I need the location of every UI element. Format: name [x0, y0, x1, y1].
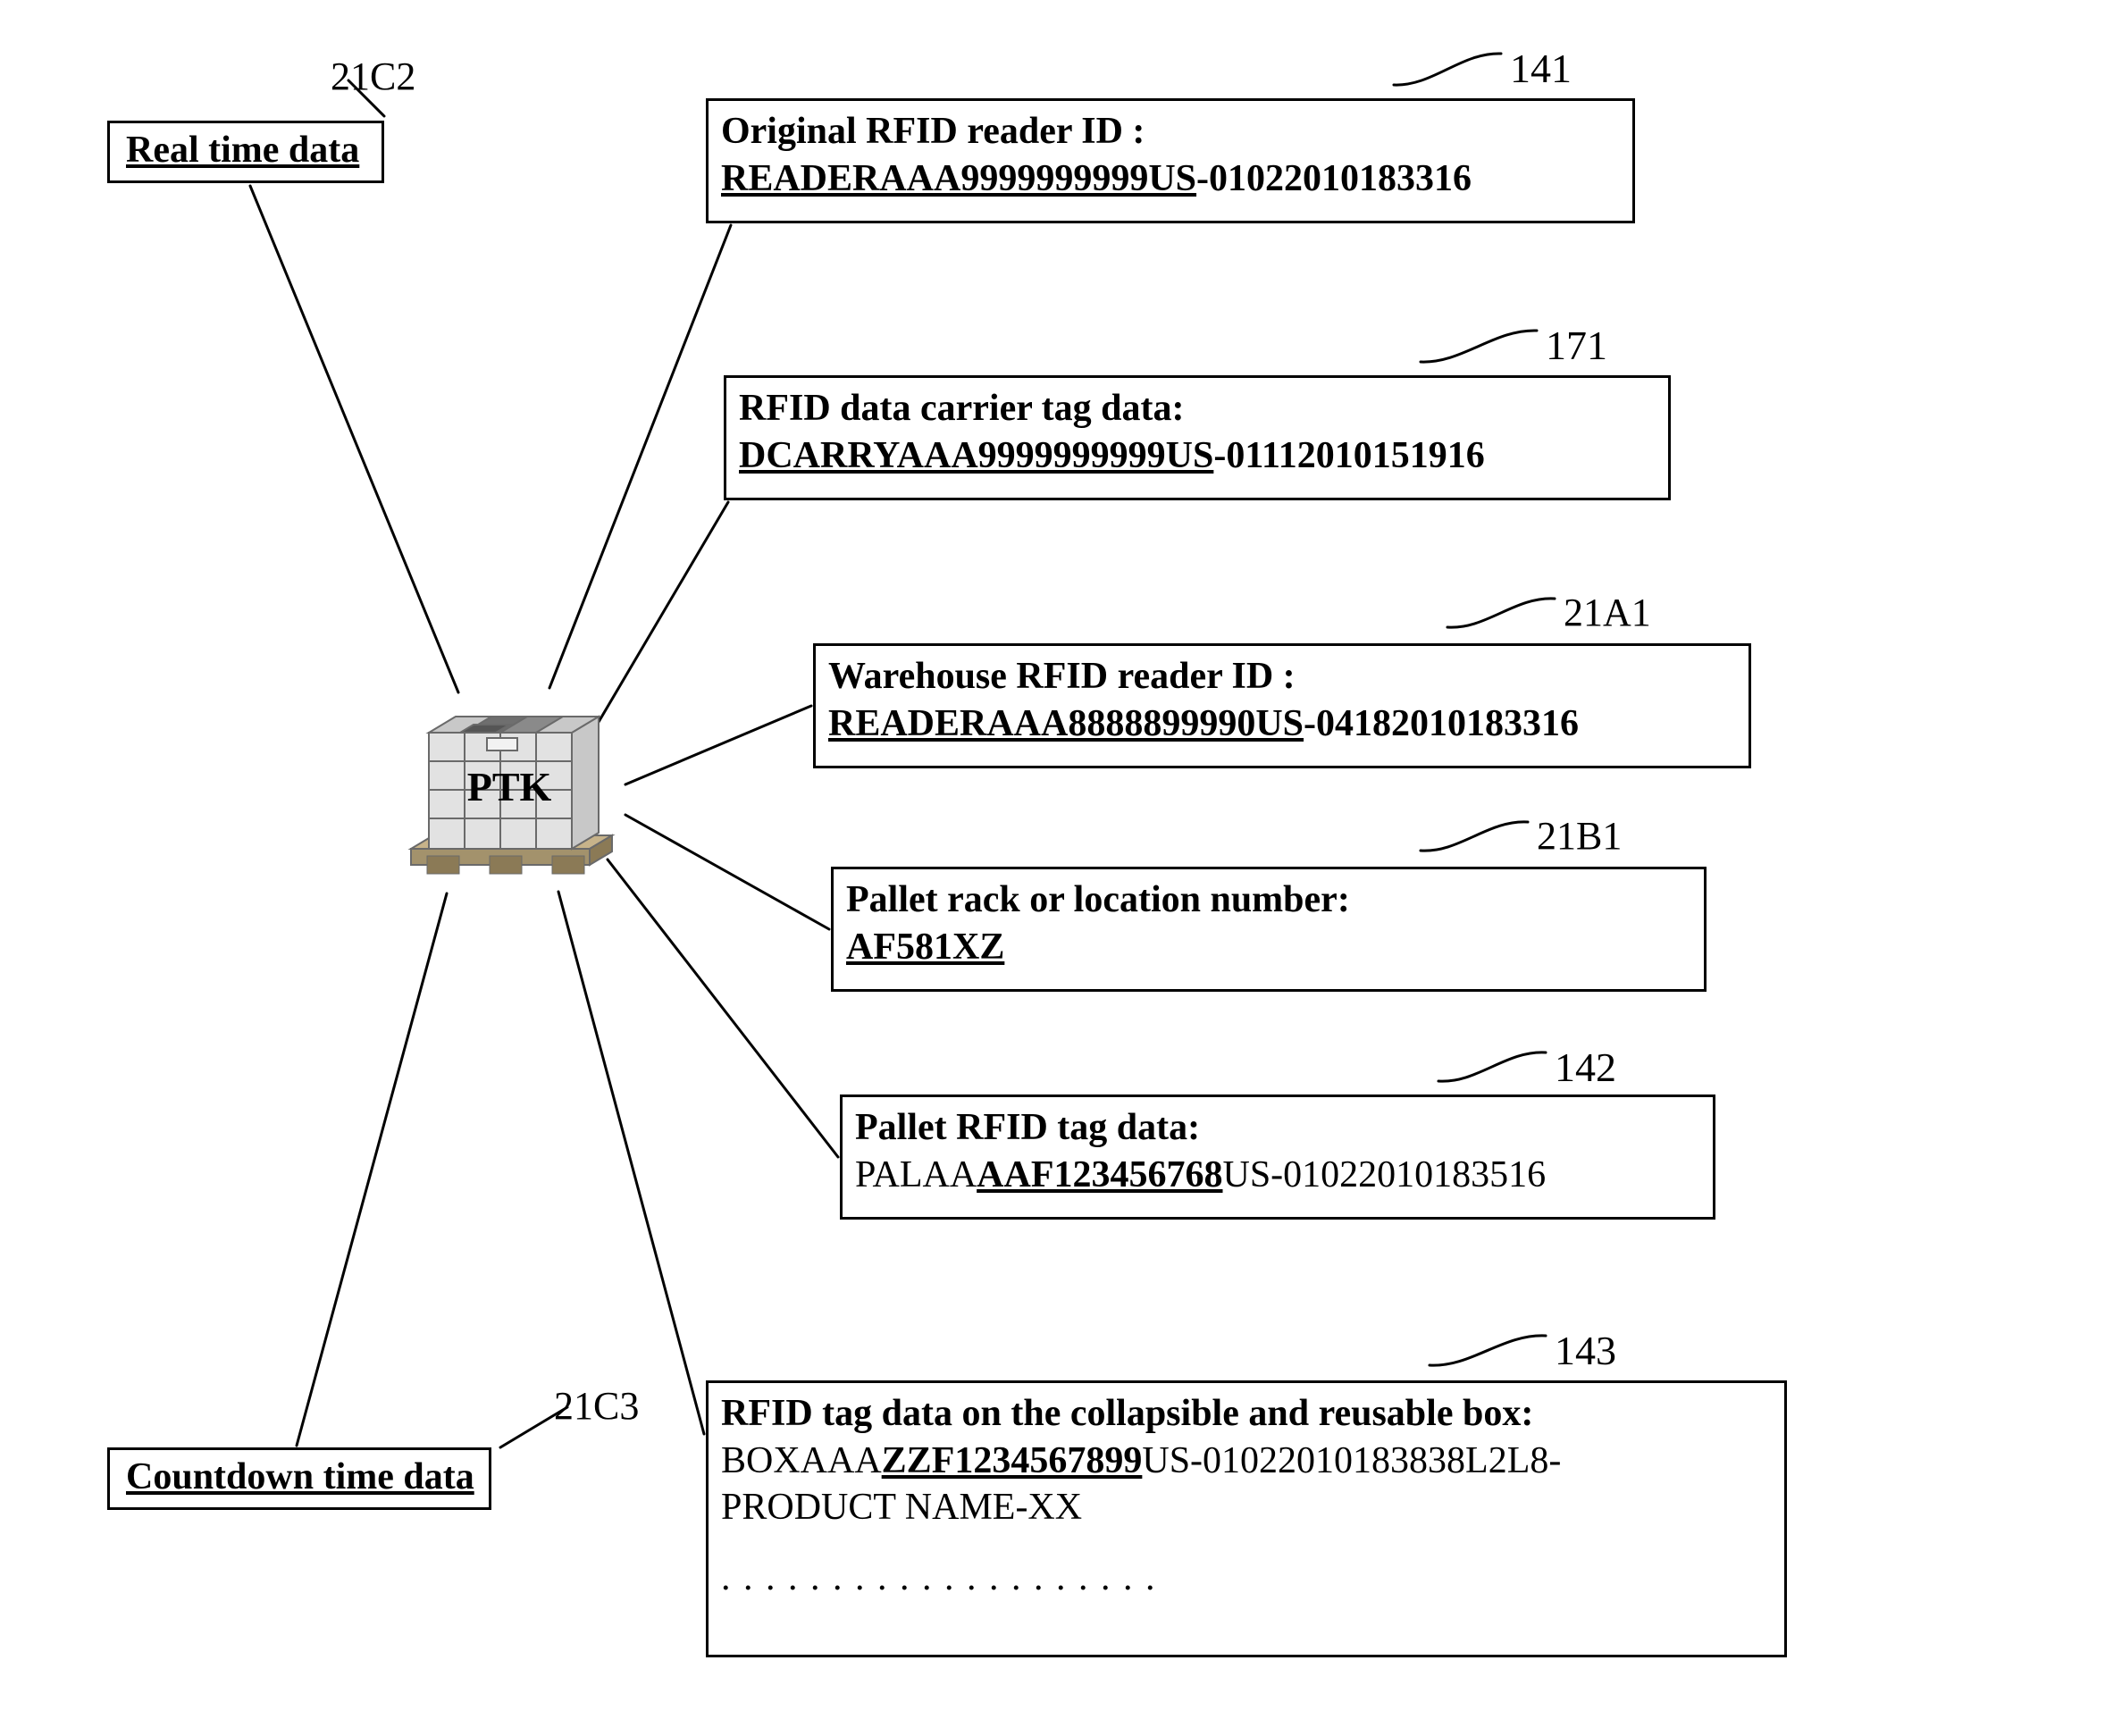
- data-box-ellipsis: . . . . . . . . . . . . . . . . . . . .: [721, 1555, 1772, 1602]
- data-box-pallet_rack: Pallet rack or location number:AF581XZ: [831, 867, 1707, 992]
- data-box-title: Original RFID reader ID :: [721, 108, 1620, 155]
- ref-label-141: 141: [1510, 45, 1572, 92]
- data-box-title: Warehouse RFID reader ID :: [828, 653, 1736, 700]
- data-box-title: RFID tag data on the collapsible and reu…: [721, 1390, 1772, 1438]
- data-box-value: DCARRYAAA9999999999US-01112010151916: [739, 432, 1656, 480]
- data-box-value: AF581XZ: [846, 924, 1691, 971]
- ref-label-171: 171: [1546, 322, 1607, 369]
- data-box-value-line2: PRODUCT NAME-XX: [721, 1484, 1772, 1531]
- data-box-title: RFID data carrier tag data:: [739, 385, 1656, 432]
- ref-label-21A1: 21A1: [1564, 590, 1651, 635]
- pallet-icon: PTK: [393, 679, 625, 893]
- data-box-title: Pallet RFID tag data:: [855, 1104, 1700, 1152]
- ref-label-21c2: 21C2: [331, 54, 415, 99]
- diagram-stage: PTK Real time data 21C2 Countdown time d…: [0, 0, 2105, 1736]
- countdown-time-data-text: Countdown time data: [126, 1456, 474, 1497]
- data-box-warehouse_reader: Warehouse RFID reader ID :READERAAA88888…: [813, 643, 1751, 768]
- data-box-value: READERAAA8888899990US-04182010183316: [828, 700, 1736, 748]
- data-box-value: BOXAAAZZF1234567899US-01022010183838L2L8…: [721, 1438, 1772, 1485]
- data-box-pallet_tag: Pallet RFID tag data:PALAAAAF123456768US…: [840, 1094, 1715, 1220]
- countdown-time-data-box: Countdown time data: [107, 1447, 491, 1510]
- ref-label-21B1: 21B1: [1537, 813, 1622, 859]
- data-box-carrier_tag: RFID data carrier tag data:DCARRYAAA9999…: [724, 375, 1671, 500]
- data-box-box_tag: RFID tag data on the collapsible and reu…: [706, 1380, 1787, 1657]
- ref-label-21c3: 21C3: [554, 1383, 639, 1429]
- real-time-data-text: Real time data: [126, 130, 359, 171]
- ref-label-142: 142: [1555, 1044, 1616, 1091]
- real-time-data-box: Real time data: [107, 121, 384, 183]
- data-box-original_reader: Original RFID reader ID :READERAAA999999…: [706, 98, 1635, 223]
- data-box-value: READERAAA9999999999US-01022010183316: [721, 155, 1620, 203]
- data-box-title: Pallet rack or location number:: [846, 876, 1691, 924]
- pallet-svg: [393, 679, 625, 893]
- data-box-value: PALAAAAF123456768US-01022010183516: [855, 1152, 1700, 1199]
- ref-label-143: 143: [1555, 1327, 1616, 1374]
